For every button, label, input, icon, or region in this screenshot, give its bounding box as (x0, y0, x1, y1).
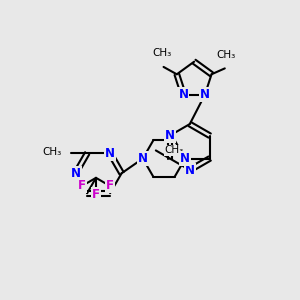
Text: CH₃: CH₃ (43, 147, 62, 157)
Text: N: N (178, 88, 188, 101)
Text: F: F (106, 179, 114, 192)
Text: N: N (200, 88, 210, 101)
Text: F: F (78, 179, 86, 192)
Text: N: N (165, 129, 175, 142)
Text: CH₃: CH₃ (152, 48, 172, 58)
Text: F: F (92, 188, 100, 200)
Text: N: N (185, 164, 195, 176)
Text: N: N (105, 147, 115, 160)
Text: N: N (138, 152, 148, 165)
Text: N: N (71, 167, 81, 180)
Text: CH₃: CH₃ (217, 50, 236, 60)
Text: CH₃: CH₃ (165, 146, 184, 155)
Text: N: N (180, 152, 190, 165)
